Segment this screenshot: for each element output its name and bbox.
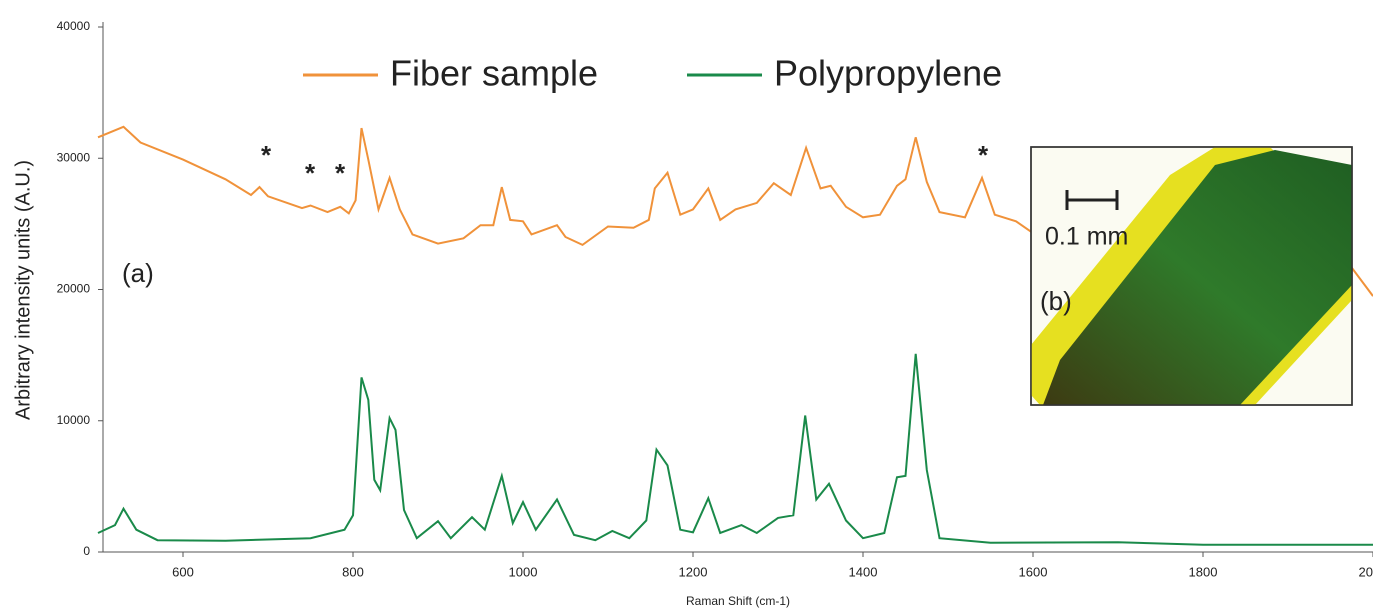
x-tick-label: 800 [342, 564, 364, 579]
line-series [97, 353, 1373, 546]
y-tick-label: 40000 [57, 19, 91, 33]
legend-label: Fiber sample [390, 53, 598, 94]
legend-label: Polypropylene [774, 53, 1002, 94]
x-tick-label: 600 [172, 564, 194, 579]
panel-label: (b) [1040, 286, 1072, 316]
y-tick-label: 10000 [57, 413, 91, 427]
y-tick-label: 0 [83, 544, 90, 558]
x-tick-label: 1800 [1189, 564, 1218, 579]
asterisk: * [305, 158, 316, 188]
x-axis-label: Raman Shift (cm-1) [686, 594, 790, 608]
x-tick-label: 2000 [1359, 564, 1373, 579]
line-series [97, 125, 1373, 297]
x-tick-label: 1600 [1019, 564, 1048, 579]
asterisk: * [335, 158, 346, 188]
asterisk: * [978, 140, 989, 170]
inset-image: 0.1 mm (b) [1030, 146, 1353, 406]
asterisk: * [261, 140, 272, 170]
x-tick-label: 1200 [679, 564, 708, 579]
y-tick-label: 20000 [57, 282, 91, 296]
x-tick-label: 1000 [509, 564, 538, 579]
panel-label: (a) [122, 258, 154, 288]
scale-bar-label: 0.1 mm [1045, 223, 1128, 251]
y-tick-label: 30000 [57, 150, 91, 164]
x-tick-label: 1400 [849, 564, 878, 579]
y-axis-label: Arbitrary intensity units (A.U.) [12, 160, 34, 420]
